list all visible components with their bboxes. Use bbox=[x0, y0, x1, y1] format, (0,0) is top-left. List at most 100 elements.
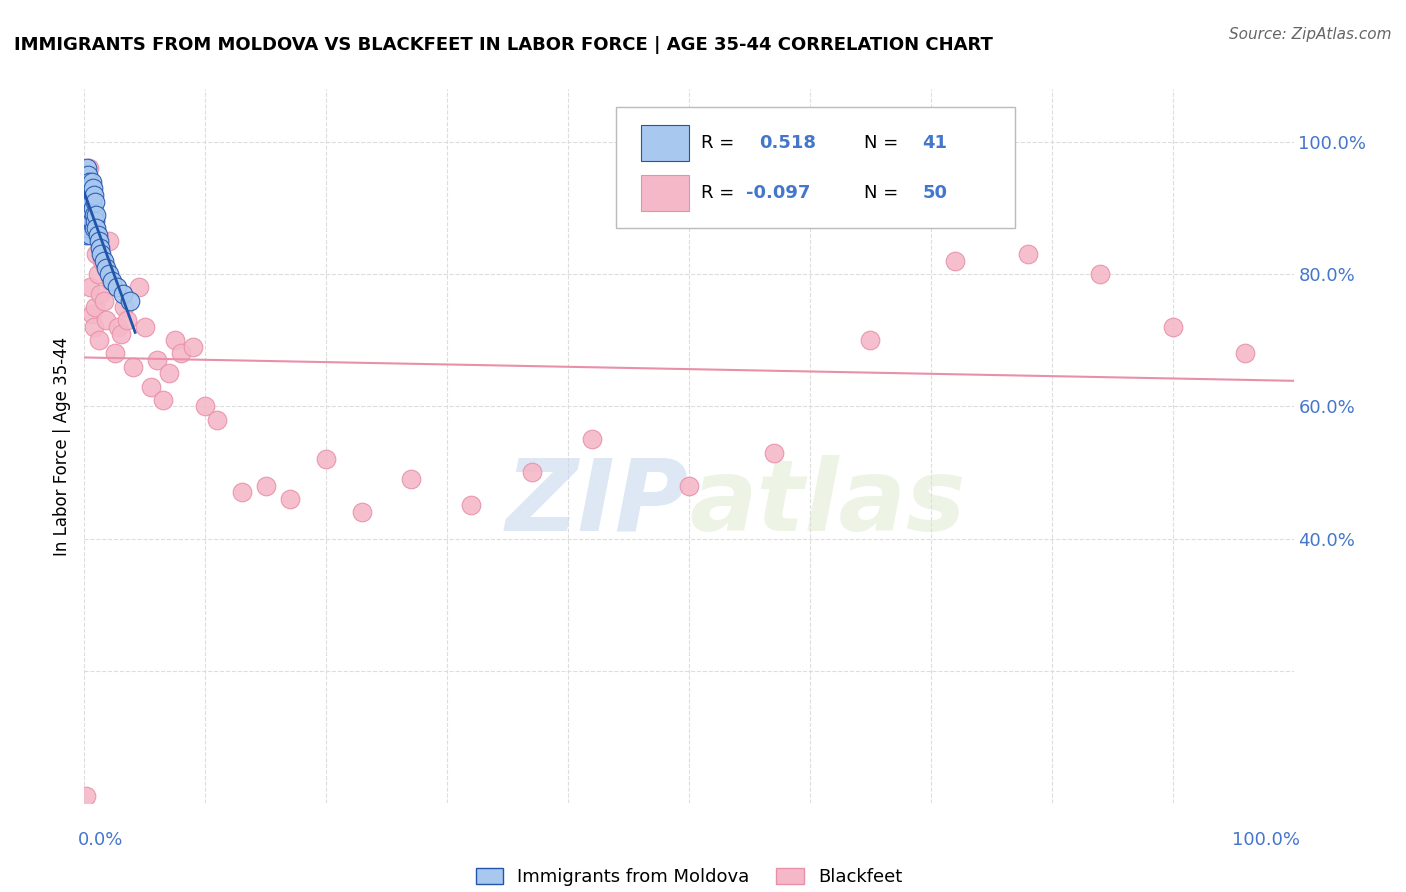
Text: 0.0%: 0.0% bbox=[79, 831, 124, 849]
Point bbox=[84, 214, 107, 228]
Point bbox=[77, 175, 100, 189]
Legend: Immigrants from Moldova, Blackfeet: Immigrants from Moldova, Blackfeet bbox=[468, 861, 910, 892]
Point bbox=[87, 234, 110, 248]
Point bbox=[352, 505, 374, 519]
Point bbox=[859, 333, 882, 347]
Point bbox=[91, 254, 114, 268]
Point bbox=[86, 208, 108, 222]
Point bbox=[207, 412, 229, 426]
Text: N =: N = bbox=[865, 184, 904, 202]
Text: 41: 41 bbox=[922, 134, 948, 152]
Point bbox=[76, 221, 98, 235]
Point bbox=[943, 254, 966, 268]
Point bbox=[86, 247, 108, 261]
Point bbox=[80, 307, 103, 321]
Bar bbox=[641, 125, 689, 161]
Text: R =: R = bbox=[702, 134, 740, 152]
Point bbox=[399, 472, 422, 486]
Point bbox=[80, 214, 103, 228]
Point bbox=[84, 194, 107, 209]
Point bbox=[105, 280, 128, 294]
Point bbox=[1234, 346, 1257, 360]
Point bbox=[181, 340, 204, 354]
Point bbox=[100, 274, 122, 288]
Point bbox=[82, 201, 104, 215]
Point bbox=[83, 320, 105, 334]
Point bbox=[110, 326, 132, 341]
Point bbox=[82, 214, 104, 228]
Point bbox=[77, 194, 100, 209]
Point bbox=[75, 789, 97, 804]
Point bbox=[254, 478, 277, 492]
Point bbox=[83, 221, 105, 235]
Point bbox=[460, 499, 482, 513]
Point bbox=[76, 161, 98, 176]
Point bbox=[165, 333, 187, 347]
Point bbox=[157, 367, 180, 381]
Point bbox=[75, 214, 97, 228]
Point bbox=[194, 400, 217, 414]
Point bbox=[231, 485, 253, 500]
Point bbox=[520, 466, 543, 480]
Point bbox=[107, 320, 129, 334]
Point bbox=[1161, 320, 1184, 334]
Point bbox=[75, 168, 97, 182]
Point bbox=[128, 280, 150, 294]
Point bbox=[79, 181, 101, 195]
Point bbox=[139, 379, 162, 393]
Point bbox=[79, 208, 101, 222]
Text: ZIP: ZIP bbox=[506, 455, 689, 551]
Text: N =: N = bbox=[865, 134, 904, 152]
Point bbox=[112, 287, 135, 301]
Point bbox=[115, 313, 138, 327]
Text: 50: 50 bbox=[922, 184, 948, 202]
Point bbox=[86, 267, 108, 281]
Point bbox=[762, 445, 785, 459]
Point bbox=[1017, 247, 1039, 261]
Point bbox=[120, 293, 142, 308]
Point bbox=[94, 313, 117, 327]
Text: -0.097: -0.097 bbox=[745, 184, 810, 202]
Y-axis label: In Labor Force | Age 35-44: In Labor Force | Age 35-44 bbox=[53, 336, 72, 556]
Point bbox=[84, 300, 107, 314]
Point bbox=[97, 234, 120, 248]
Point bbox=[79, 280, 101, 294]
Point bbox=[678, 478, 700, 492]
Point bbox=[146, 353, 169, 368]
Point bbox=[89, 287, 111, 301]
Text: IMMIGRANTS FROM MOLDOVA VS BLACKFEET IN LABOR FORCE | AGE 35-44 CORRELATION CHAR: IMMIGRANTS FROM MOLDOVA VS BLACKFEET IN … bbox=[14, 36, 993, 54]
Point bbox=[134, 320, 156, 334]
Point bbox=[76, 188, 98, 202]
Point bbox=[101, 274, 124, 288]
Point bbox=[170, 346, 193, 360]
Point bbox=[83, 208, 105, 222]
Point bbox=[1088, 267, 1111, 281]
Point bbox=[581, 433, 603, 447]
Point bbox=[83, 188, 105, 202]
Point bbox=[79, 227, 101, 242]
Point bbox=[121, 359, 143, 374]
Text: Source: ZipAtlas.com: Source: ZipAtlas.com bbox=[1229, 27, 1392, 42]
Point bbox=[97, 267, 120, 281]
Point bbox=[315, 452, 337, 467]
FancyBboxPatch shape bbox=[616, 107, 1015, 228]
Point bbox=[75, 194, 97, 209]
Point bbox=[112, 300, 135, 314]
Point bbox=[152, 392, 174, 407]
Point bbox=[278, 491, 301, 506]
Point bbox=[77, 168, 100, 182]
Point bbox=[87, 333, 110, 347]
Point bbox=[77, 221, 100, 235]
Point bbox=[93, 293, 115, 308]
Text: 0.518: 0.518 bbox=[759, 134, 815, 152]
Point bbox=[80, 175, 103, 189]
Text: 100.0%: 100.0% bbox=[1232, 831, 1299, 849]
Point bbox=[77, 201, 100, 215]
Point bbox=[94, 260, 117, 275]
Point bbox=[75, 227, 97, 242]
Point bbox=[77, 214, 100, 228]
Point bbox=[89, 241, 111, 255]
Bar bbox=[641, 175, 689, 211]
Point bbox=[93, 254, 115, 268]
Text: atlas: atlas bbox=[689, 455, 966, 551]
